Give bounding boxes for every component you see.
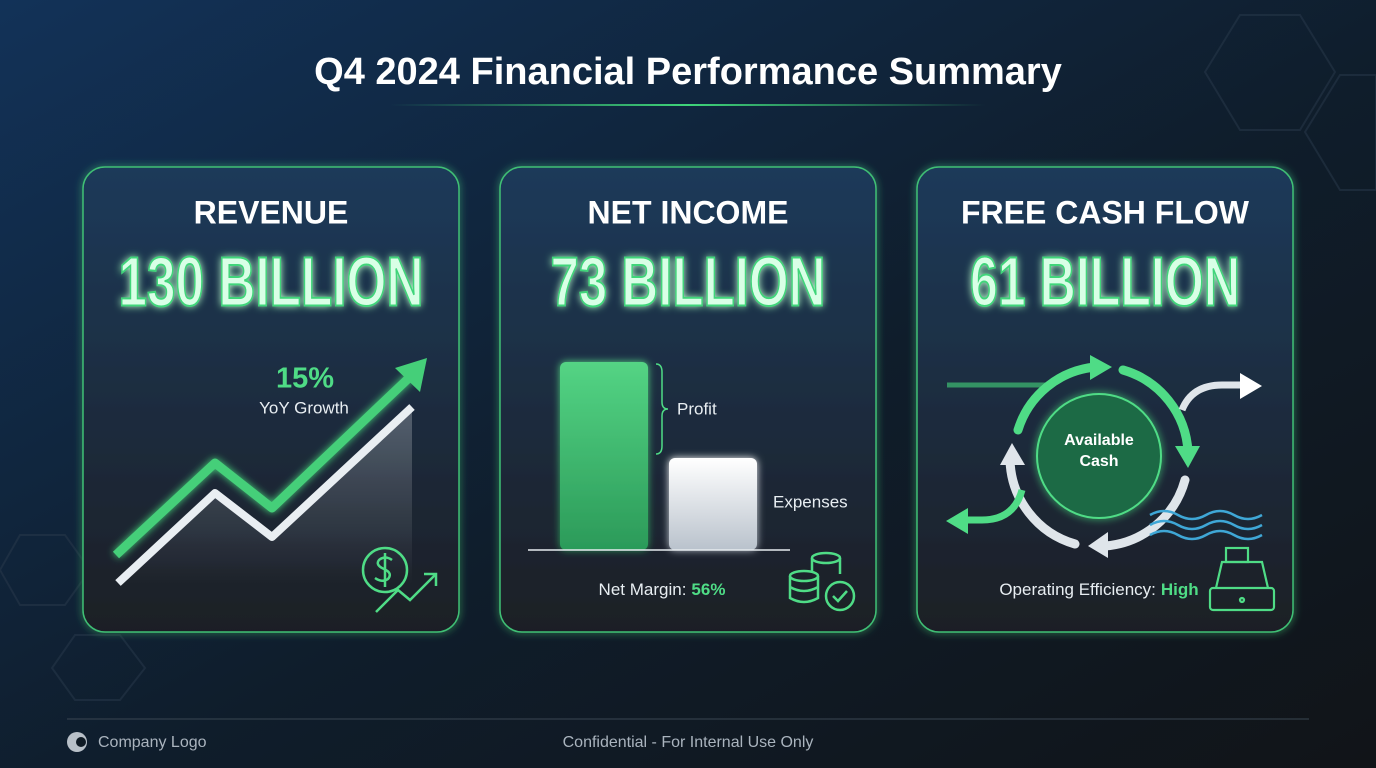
arrow-heads xyxy=(1000,355,1200,558)
footer-metric: Net Margin: 56% xyxy=(599,580,726,599)
reinvest-flow xyxy=(968,488,1026,524)
company-logo: Company Logo xyxy=(98,734,207,751)
card-heading: FREE CASH FLOW xyxy=(961,194,1250,230)
cash-circle xyxy=(1036,393,1162,519)
brace xyxy=(655,363,669,455)
card-value: 130 BILLION xyxy=(119,242,424,320)
register-icon xyxy=(1208,546,1276,612)
dollar-icon xyxy=(361,546,438,613)
arrow-head xyxy=(1240,373,1262,399)
trend-line xyxy=(115,404,415,586)
card-heading: NET INCOME xyxy=(588,194,789,230)
outflow xyxy=(1178,381,1242,412)
title-rule xyxy=(390,104,986,106)
expenses-bar xyxy=(669,458,757,550)
net-income-card: NET INCOME 73 BILLION Profit Expenses Ne… xyxy=(499,166,877,633)
card-value: 73 BILLION xyxy=(551,242,826,320)
profit-bar xyxy=(560,362,648,550)
cycle-arrows xyxy=(1005,362,1193,551)
confidential-note: Confidential - For Internal Use Only xyxy=(563,734,814,751)
bar-label: Profit xyxy=(677,399,717,418)
card-value: 61 BILLION xyxy=(970,242,1240,320)
bar-label: Expenses xyxy=(773,492,848,511)
revenue-card: REVENUE 130 BILLION 15% YoY Growth xyxy=(82,166,460,633)
metric-value: High xyxy=(1161,580,1199,599)
growth-label: YoY Growth xyxy=(259,398,349,417)
free-cash-flow-card: FREE CASH FLOW 61 BILLION Available Cash… xyxy=(916,166,1294,633)
coins-icon xyxy=(788,551,856,612)
growth-value: 15% xyxy=(276,363,334,395)
metric-label: Operating Efficiency: xyxy=(999,580,1156,599)
center-label-box: Available Cash xyxy=(1064,432,1134,470)
center-label: Available Cash xyxy=(1064,432,1134,470)
metric-value: 56% xyxy=(691,580,725,599)
arrow-head xyxy=(395,358,427,392)
metric-label: Net Margin: xyxy=(599,580,687,599)
title: Q4 2024 Financial Performance Summary xyxy=(314,51,1062,93)
waves xyxy=(1149,509,1263,541)
logo-mark-cut xyxy=(76,737,86,747)
hexagon-decor xyxy=(0,14,1376,701)
trend-area xyxy=(118,407,412,585)
arrow-head xyxy=(946,508,968,534)
card-heading: REVENUE xyxy=(194,194,349,230)
growth-arrow xyxy=(112,371,416,559)
footer-metric: Operating Efficiency: High xyxy=(999,580,1198,599)
